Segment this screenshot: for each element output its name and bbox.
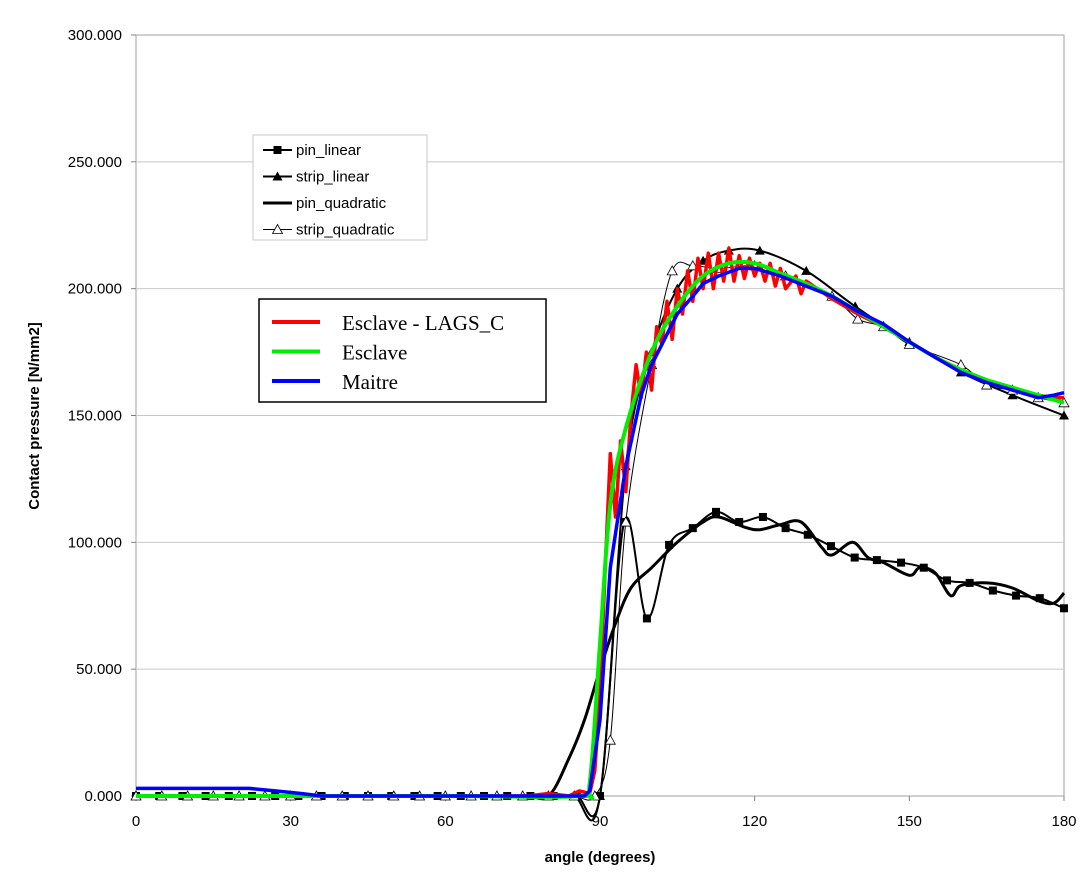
strip-quadratic-point	[604, 734, 616, 745]
pin-linear-point	[665, 540, 674, 549]
legend-marker-strip-linear	[272, 171, 283, 181]
pin-linear-point	[1012, 591, 1021, 600]
pin-linear-point	[803, 530, 812, 539]
strip-linear-point	[754, 245, 765, 255]
x-tick-label: 30	[282, 813, 299, 830]
pin-linear-point	[850, 553, 859, 562]
y-tick-label: 100.000	[68, 534, 122, 551]
strip-quadratic-point	[852, 313, 864, 324]
pin-quadratic-line	[136, 515, 1066, 801]
legend-label-pin-quadratic: pin_quadratic	[296, 195, 387, 212]
y-axis-ticks: 0.000 50.000 100.000 150.000 200.000 250.000 3…	[68, 27, 136, 805]
x-tick-label: 90	[592, 813, 609, 830]
x-tick-label: 120	[742, 813, 767, 830]
legend-contact: Esclave - LAGS_C Esclave Maitre	[258, 298, 547, 403]
y-tick-label: 150.000	[68, 408, 122, 425]
y-axis-label: Contact pressure [N/mm2]	[26, 322, 43, 510]
x-tick-label: 150	[897, 813, 922, 830]
x-axis-ticks: 0 30 60 90 120 150 180	[132, 796, 1077, 830]
pin-linear-point	[1035, 594, 1044, 603]
legend-label-strip-linear: strip_linear	[296, 169, 369, 186]
series-group	[130, 245, 1070, 822]
pin-linear-point	[988, 586, 997, 595]
legend-label-esclave-lags-c: Esclave - LAGS_C	[342, 311, 504, 335]
legend-mesh: pin_linear strip_linear pin_quadraticstrip…	[252, 134, 428, 241]
series-maitre	[136, 266, 1065, 798]
pin-linear-point	[781, 524, 790, 533]
y-tick-label: 0.000	[84, 788, 122, 805]
legend-label-strip-quadratic: strip_quadratic	[296, 222, 395, 239]
pin-linear-point	[712, 507, 720, 516]
pin-linear-point	[826, 542, 835, 551]
maitre-line	[136, 266, 1065, 798]
legend-label-pin-linear: pin_linear	[296, 142, 361, 159]
pin-linear-point	[1060, 604, 1068, 613]
y-tick-label: 250.000	[68, 154, 122, 171]
y-tick-label: 200.000	[68, 281, 122, 298]
x-tick-label: 180	[1051, 813, 1076, 830]
strip-quadratic-point	[620, 516, 632, 527]
x-axis-label: angle (degrees)	[545, 849, 656, 866]
y-tick-label: 50.000	[76, 661, 122, 678]
pin-linear-point	[897, 558, 906, 567]
legend-marker-strip-quadratic	[271, 223, 284, 234]
pin-linear-point	[758, 512, 767, 521]
pin-linear-point	[642, 614, 651, 623]
x-tick-label: 60	[437, 813, 454, 830]
pin-linear-point	[942, 576, 951, 585]
strip-linear-point	[801, 265, 812, 275]
y-tick-label: 300.000	[68, 27, 122, 44]
x-tick-label: 0	[132, 813, 140, 830]
strip-quadratic-point	[666, 265, 678, 276]
legend-marker-pin-linear	[273, 146, 282, 154]
strip-linear-point	[1007, 390, 1018, 400]
strip-linear-point	[1059, 410, 1069, 420]
pin-linear-point	[735, 518, 744, 527]
legend-label-maitre: Maitre	[342, 370, 398, 394]
series-pin-quadratic	[136, 515, 1066, 801]
legend-label-esclave: Esclave	[342, 341, 407, 365]
